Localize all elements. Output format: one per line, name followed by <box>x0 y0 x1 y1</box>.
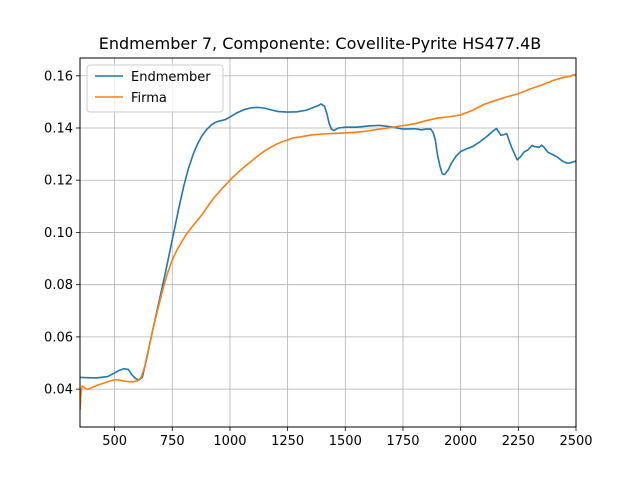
x-tick-label: 2500 <box>559 434 592 449</box>
x-tick-label: 1250 <box>271 434 304 449</box>
legend-label: Firma <box>131 91 167 106</box>
y-tick-label: 0.14 <box>44 121 73 136</box>
x-tick-label: 2000 <box>444 434 477 449</box>
x-tick-label: 2250 <box>502 434 535 449</box>
x-tick-label: 1500 <box>329 434 362 449</box>
y-tick-label: 0.10 <box>44 226 73 241</box>
x-tick-label: 750 <box>160 434 185 449</box>
series-layer <box>80 73 576 411</box>
legend: Endmember Firma <box>86 64 224 113</box>
x-tick-label: 1750 <box>386 434 419 449</box>
legend-label: Endmember <box>131 70 211 85</box>
plot-frame <box>79 57 577 428</box>
x-axis: 500 750 1000 1250 1500 1750 2000 2250 2500 <box>102 427 593 449</box>
y-tick-label: 0.08 <box>44 278 73 293</box>
y-tick-label: 0.12 <box>44 174 73 189</box>
x-tick-label: 1000 <box>213 434 246 449</box>
x-tick-label: 500 <box>102 434 127 449</box>
y-tick-label: 0.04 <box>44 383 73 398</box>
y-axis: 0.04 0.06 0.08 0.10 0.12 0.14 0.16 <box>44 69 80 398</box>
chart-title: Endmember 7, Componente: Covellite-Pyrit… <box>99 34 541 53</box>
series-line-endmember <box>80 103 576 381</box>
y-tick-label: 0.06 <box>44 330 73 345</box>
y-tick-label: 0.16 <box>44 69 73 84</box>
series-line-firma <box>80 73 576 411</box>
